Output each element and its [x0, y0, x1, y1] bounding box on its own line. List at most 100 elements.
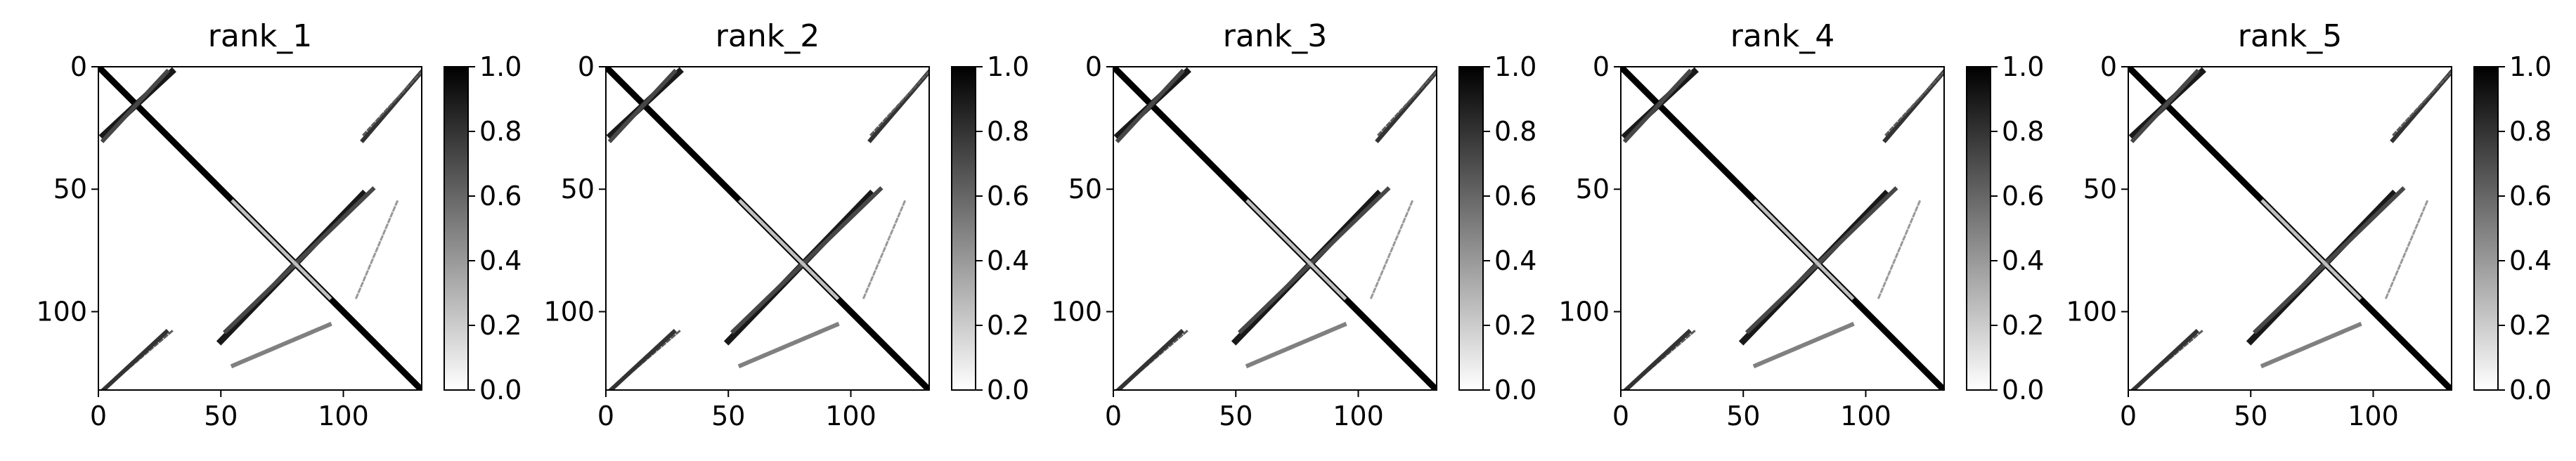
colorbar-tick-label: 0.0: [2002, 375, 2044, 405]
plot-frame: [2128, 66, 2452, 391]
panel-title: rank_3: [1223, 18, 1327, 54]
y-tick-label: 100: [1558, 296, 1610, 327]
contact-anti-diagonal-helix-mirror: [1745, 186, 1898, 335]
y-tick-label: 0: [2100, 51, 2117, 82]
colorbar: [1966, 66, 1991, 391]
y-tick-label: 0: [578, 51, 595, 82]
contact-lower-left-contacts-mirror: [1376, 70, 1437, 137]
colorbar-tick-label: 0.8: [479, 116, 522, 147]
heatmap-marks: [2128, 67, 2452, 390]
contact-lower-left-contacts: [607, 328, 678, 390]
colorbar-tick-label: 0.8: [1494, 116, 1536, 147]
contact-lower-left-contacts-mirror: [2391, 70, 2452, 137]
contact-central-loop-mirror: [1246, 200, 1348, 301]
plot-frame: [605, 66, 930, 391]
colorbar-tick-label: 0.4: [479, 245, 522, 276]
colorbar-tick-label: 0.0: [1494, 375, 1536, 405]
x-tick-label: 50: [1219, 401, 1253, 431]
plot-frame: [1620, 66, 1945, 391]
plot-frame: [98, 66, 422, 391]
panel-2: rank_2 0 50 100 0 50 100 0.0 0.2 0.4 0.6 0.8 1.0: [543, 18, 1029, 431]
x-tick-label: 50: [711, 401, 745, 431]
contact-central-loop-mirror: [1754, 200, 1856, 301]
heatmap-marks: [1621, 67, 1944, 390]
x-tick-label: 100: [318, 401, 369, 431]
colorbar-tick-label: 1.0: [2002, 51, 2044, 82]
colorbar-tick-label: 0.8: [987, 116, 1029, 147]
contact-lower-middle-contacts-mirror: [1368, 200, 1414, 301]
colorbar-tick-label: 0.8: [2509, 116, 2551, 147]
heatmap-marks: [98, 67, 422, 390]
contact-lower-middle-contacts: [2260, 320, 2364, 369]
y-tick-label: 50: [561, 174, 595, 204]
colorbar-tick-label: 0.6: [2509, 181, 2551, 212]
colorbar-tick-label: 0.6: [987, 181, 1029, 212]
y-tick-label: 100: [543, 296, 595, 327]
panel-5: rank_5 0 50 100 0 50 100 0.0 0.2 0.4 0.6 0.8 1.0: [2066, 18, 2551, 431]
colorbar: [1458, 66, 1484, 391]
colorbar-tick-label: 0.6: [2002, 181, 2044, 212]
contact-anti-diagonal-helix-mirror: [730, 186, 884, 335]
contact-lower-middle-contacts: [230, 320, 334, 369]
panel-3: rank_3 0 50 100 0 50 100 0.0 0.2 0.4 0.6 0.8 1.0: [1051, 18, 1536, 431]
x-tick-label: 50: [2234, 401, 2267, 431]
contact-upper-left-hairpin-mirror: [100, 68, 170, 143]
colorbar-tick-label: 0.2: [479, 310, 522, 341]
panel-title: rank_1: [208, 18, 312, 54]
contact-lower-middle-contacts-mirror: [354, 200, 399, 301]
y-tick-label: 100: [2066, 296, 2117, 327]
x-tick-label: 0: [597, 401, 614, 431]
contact-lower-middle-contacts-mirror: [1876, 200, 1922, 301]
colorbar-tick-label: 0.2: [2002, 310, 2044, 341]
contact-lower-left-contacts: [1115, 328, 1185, 390]
contact-lower-left-contacts: [2130, 328, 2200, 390]
contact-central-loop-mirror: [739, 200, 841, 301]
colorbar-tick-label: 0.4: [2002, 245, 2044, 276]
colorbar: [951, 66, 976, 391]
colorbar-tick-label: 0.2: [987, 310, 1029, 341]
y-tick-label: 50: [2083, 174, 2117, 204]
contact-lower-middle-contacts: [1752, 320, 1856, 369]
colorbar-tick-label: 0.0: [479, 375, 522, 405]
y-tick-label: 50: [1576, 174, 1610, 204]
colorbar: [444, 66, 469, 391]
y-tick-label: 0: [1593, 51, 1610, 82]
y-tick-label: 50: [1068, 174, 1102, 204]
y-tick-label: 0: [70, 51, 87, 82]
colorbar-tick-label: 0.2: [2509, 310, 2551, 341]
colorbar-tick-label: 1.0: [2509, 51, 2551, 82]
y-tick-label: 100: [1051, 296, 1102, 327]
x-tick-label: 50: [204, 401, 238, 431]
panel-title: rank_5: [2238, 18, 2342, 54]
contact-central-loop-mirror: [2261, 200, 2363, 301]
contact-lower-middle-contacts: [737, 320, 841, 369]
panel-title: rank_2: [716, 18, 820, 54]
x-tick-label: 0: [1612, 401, 1629, 431]
panel-4: rank_4 0 50 100 0 50 100 0.0 0.2 0.4 0.6 0.8 1.0: [1558, 18, 2044, 431]
colorbar-tick-label: 1.0: [1494, 51, 1536, 82]
contact-lower-left-contacts: [1622, 328, 1692, 390]
contact-lower-middle-contacts-mirror: [2383, 200, 2429, 301]
colorbar-tick-label: 0.4: [1494, 245, 1536, 276]
colorbar-tick-label: 0.8: [2002, 116, 2044, 147]
colorbar: [2473, 66, 2499, 391]
contact-lower-left-contacts-mirror: [361, 70, 422, 137]
heatmap-marks: [606, 67, 929, 390]
y-tick-label: 100: [36, 296, 87, 327]
contact-lower-left-contacts-mirror: [869, 70, 929, 137]
contact-anti-diagonal-helix-mirror: [1237, 186, 1391, 335]
x-tick-label: 0: [2120, 401, 2137, 431]
contact-lower-middle-contacts-mirror: [861, 200, 907, 301]
x-tick-label: 50: [1726, 401, 1760, 431]
contact-upper-left-hairpin-mirror: [1622, 68, 1692, 143]
x-tick-label: 100: [825, 401, 876, 431]
contact-upper-left-hairpin-mirror: [1115, 68, 1185, 143]
panel-title: rank_4: [1730, 18, 1834, 54]
contact-central-loop-mirror: [231, 200, 333, 301]
colorbar-tick-label: 1.0: [479, 51, 522, 82]
contact-anti-diagonal-helix-mirror: [2252, 186, 2406, 335]
colorbar-tick-label: 0.2: [1494, 310, 1536, 341]
colorbar-tick-label: 0.0: [2509, 375, 2551, 405]
contact-lower-left-contacts-mirror: [1884, 70, 1944, 137]
